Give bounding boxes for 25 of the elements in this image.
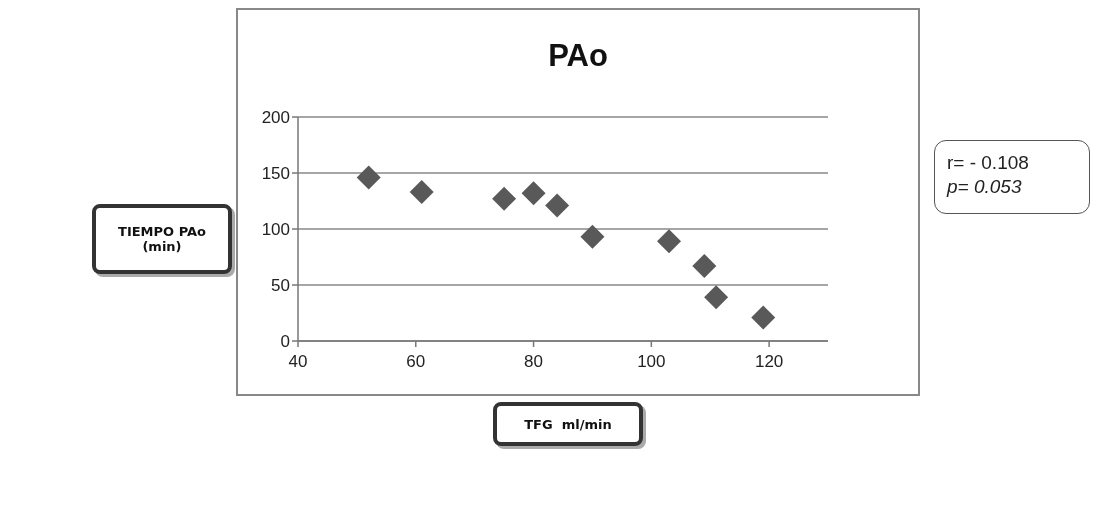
y-tick-label: 150 [261, 164, 290, 184]
x-tick-label: 40 [288, 352, 308, 372]
point [657, 229, 681, 254]
point [692, 253, 717, 278]
x-axis-title: TFG ml/min [493, 402, 643, 446]
x-tick-label: 100 [637, 352, 666, 372]
point [704, 285, 729, 310]
point [545, 193, 570, 218]
point [580, 224, 605, 249]
y-tick-label: 200 [261, 108, 290, 128]
point [521, 181, 546, 206]
x-tick-label: 120 [754, 352, 784, 372]
point [751, 305, 776, 330]
y-tick-label: 100 [261, 220, 290, 240]
y-axis-title: TIEMPO PAo (min) [92, 204, 232, 274]
point [409, 180, 434, 205]
y-tick-label: 0 [280, 332, 290, 352]
y-tick-label: 50 [271, 276, 290, 296]
point [356, 165, 381, 190]
x-tick-label: 60 [406, 352, 426, 372]
chart-title: PAo [547, 38, 609, 74]
x-tick-label: 80 [524, 352, 544, 372]
point [492, 186, 517, 211]
text: p= 0.053 [947, 175, 1023, 199]
text: r= - 0.108 [947, 151, 1030, 175]
